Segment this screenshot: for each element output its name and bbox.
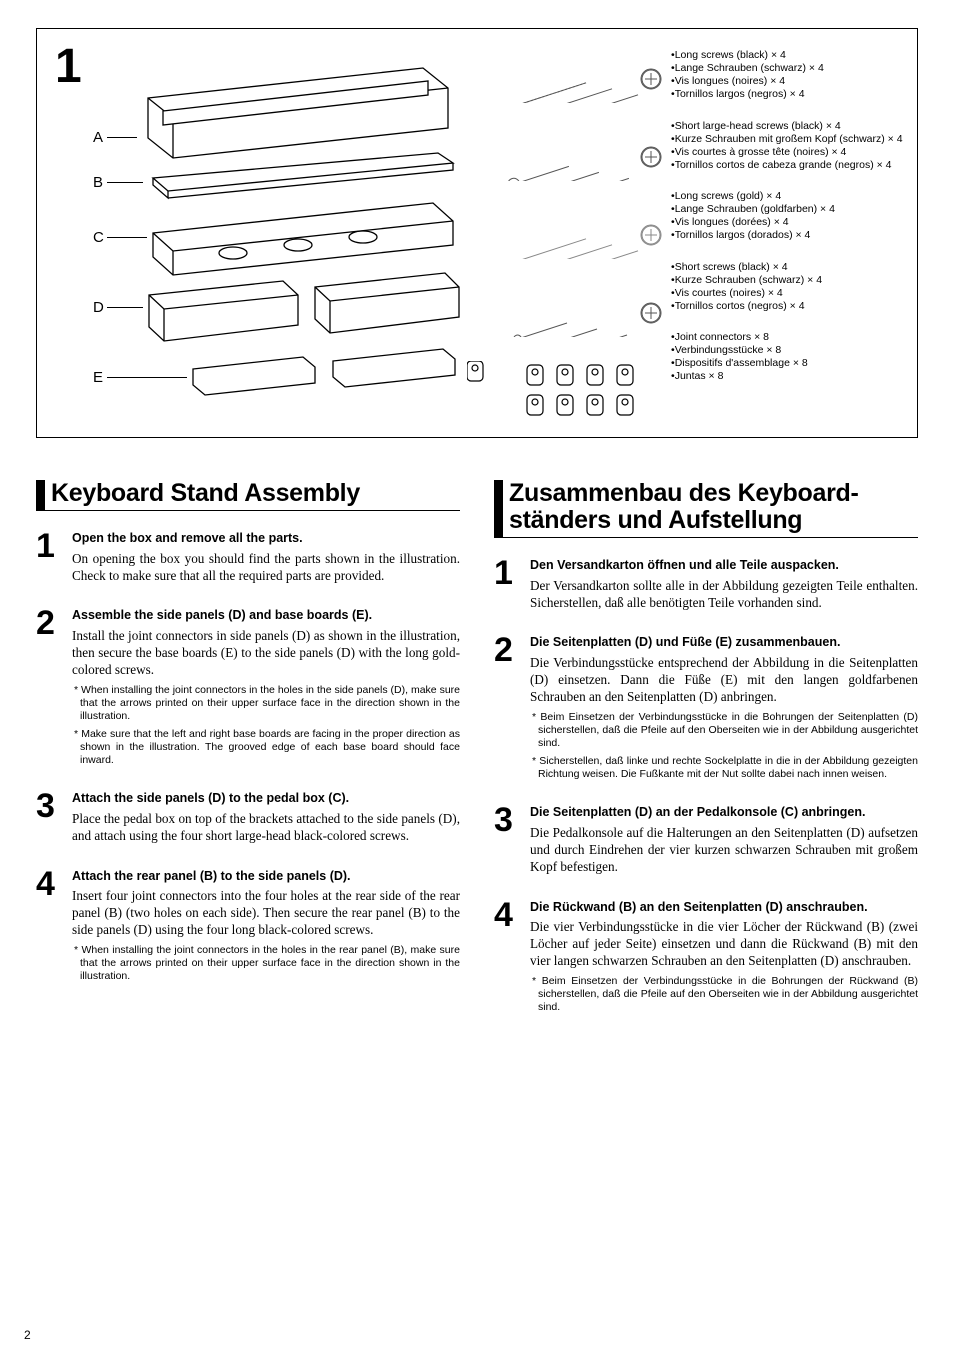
- part-label-e: E: [93, 369, 103, 386]
- de-step-2: 2 Die Seitenplatten (D) und Füße (E) zus…: [494, 635, 918, 781]
- desc-line: Verbindungsstücke × 8: [671, 344, 907, 357]
- short-large-head-row: [467, 127, 667, 181]
- desc-line: Tornillos cortos de cabeza grande (negro…: [671, 159, 907, 172]
- desc-group-1: Short large-head screws (black) × 4 Kurz…: [671, 120, 907, 173]
- step-note: Make sure that the left and right base b…: [72, 728, 460, 767]
- desc-line: Lange Schrauben (goldfarben) × 4: [671, 203, 907, 216]
- desc-line: Short large-head screws (black) × 4: [671, 120, 907, 133]
- step-heading: Attach the rear panel (B) to the side pa…: [72, 869, 460, 885]
- step-text: On opening the box you should find the p…: [72, 551, 460, 585]
- step-number: 2: [494, 635, 520, 781]
- desc-line: Juntas × 8: [671, 370, 907, 383]
- german-title: Zusammenbau des Keyboard­ständers und Au…: [494, 480, 918, 538]
- desc-line: Tornillos largos (negros) × 4: [671, 88, 907, 101]
- hardware-descriptions: Long screws (black) × 4 Lange Schrauben …: [671, 43, 907, 423]
- part-label-b: B: [93, 174, 103, 191]
- step-number: 4: [36, 869, 62, 984]
- en-step-2: 2 Assemble the side panels (D) and base …: [36, 608, 460, 767]
- desc-line: Vis longues (dorées) × 4: [671, 216, 907, 229]
- hardware-thumbnails: [467, 43, 667, 423]
- short-screw-black-row: [467, 283, 667, 337]
- desc-line: Kurze Schrauben mit großem Kopf (schwarz…: [671, 133, 907, 146]
- en-step-1: 1 Open the box and remove all the parts.…: [36, 531, 460, 584]
- desc-line: Short screws (black) × 4: [671, 261, 907, 274]
- en-step-3: 3 Attach the side panels (D) to the peda…: [36, 791, 460, 844]
- step-heading: Die Seitenplatten (D) und Füße (E) zusam…: [530, 635, 918, 651]
- desc-line: Dispositifs d'assemblage × 8: [671, 357, 907, 370]
- parts-diagram-box: 1 A B C D E: [36, 28, 918, 438]
- desc-line: Kurze Schrauben (schwarz) × 4: [671, 274, 907, 287]
- step-text: Install the joint connectors in side pan…: [72, 628, 460, 679]
- desc-line: Vis courtes (noires) × 4: [671, 287, 907, 300]
- long-screw-gold-row: [467, 205, 667, 259]
- step-text: Insert four joint connectors into the fo…: [72, 888, 460, 939]
- desc-line: Tornillos cortos (negros) × 4: [671, 300, 907, 313]
- english-column: Keyboard Stand Assembly 1 Open the box a…: [36, 480, 460, 1038]
- exploded-view: A B C D E: [93, 43, 463, 423]
- de-step-4: 4 Die Rückwand (B) an den Seitenplatten …: [494, 900, 918, 1015]
- step-note: Sicherstellen, daß linke und rechte Sock…: [530, 755, 918, 781]
- step-text: Die Pedalkonsole auf die Halterungen an …: [530, 825, 918, 876]
- desc-line: Joint connectors × 8: [671, 331, 907, 344]
- step-number: 1: [494, 558, 520, 611]
- desc-line: Long screws (gold) × 4: [671, 190, 907, 203]
- en-step-4: 4 Attach the rear panel (B) to the side …: [36, 869, 460, 984]
- desc-group-4: Joint connectors × 8 Verbindungsstücke ×…: [671, 331, 907, 384]
- desc-line: Tornillos largos (dorados) × 4: [671, 229, 907, 242]
- desc-line: Long screws (black) × 4: [671, 49, 907, 62]
- step-heading: Open the box and remove all the parts.: [72, 531, 460, 547]
- page-number: 2: [24, 1328, 31, 1342]
- step-text: Der Versandkarton sollte alle in der Abb…: [530, 578, 918, 612]
- step-number: 3: [36, 791, 62, 844]
- german-column: Zusammenbau des Keyboard­ständers und Au…: [494, 480, 918, 1038]
- step-number: 4: [494, 900, 520, 1015]
- step-note: Beim Einsetzen der Verbindungsstücke in …: [530, 711, 918, 750]
- step-text: Die Verbindungsstücke entsprechend der A…: [530, 655, 918, 706]
- step-number: 2: [36, 608, 62, 767]
- step-note: When installing the joint connectors in …: [72, 684, 460, 723]
- desc-group-3: Short screws (black) × 4 Kurze Schrauben…: [671, 261, 907, 314]
- step-text: Die vier Verbindungsstücke in die vier L…: [530, 919, 918, 970]
- part-label-a: A: [93, 129, 103, 146]
- long-screw-black-row: [467, 49, 667, 103]
- desc-line: Vis longues (noires) × 4: [671, 75, 907, 88]
- desc-group-2: Long screws (gold) × 4 Lange Schrauben (…: [671, 190, 907, 243]
- desc-group-0: Long screws (black) × 4 Lange Schrauben …: [671, 49, 907, 102]
- step-heading: Assemble the side panels (D) and base bo…: [72, 608, 460, 624]
- diagram-step-number: 1: [55, 43, 89, 423]
- step-note: When installing the joint connectors in …: [72, 944, 460, 983]
- step-heading: Die Seitenplatten (D) an der Pedalkonsol…: [530, 805, 918, 821]
- part-label-d: D: [93, 299, 104, 316]
- exploded-svg: [93, 43, 463, 423]
- step-number: 3: [494, 805, 520, 875]
- step-heading: Attach the side panels (D) to the pedal …: [72, 791, 460, 807]
- de-step-3: 3 Die Seitenplatten (D) an der Pedalkons…: [494, 805, 918, 875]
- part-label-c: C: [93, 229, 104, 246]
- desc-line: Vis courtes à grosse tête (noires) × 4: [671, 146, 907, 159]
- step-text: Place the pedal box on top of the bracke…: [72, 811, 460, 845]
- instruction-columns: Keyboard Stand Assembly 1 Open the box a…: [36, 480, 918, 1038]
- desc-line: Lange Schrauben (schwarz) × 4: [671, 62, 907, 75]
- step-heading: Den Versandkarton öffnen und alle Teile …: [530, 558, 918, 574]
- step-note: Beim Einsetzen der Verbindungsstücke in …: [530, 975, 918, 1014]
- de-step-1: 1 Den Versandkarton öffnen und alle Teil…: [494, 558, 918, 611]
- step-number: 1: [36, 531, 62, 584]
- english-title: Keyboard Stand Assembly: [36, 480, 460, 511]
- joint-connector-row: [467, 361, 667, 421]
- step-heading: Die Rückwand (B) an den Seitenplatten (D…: [530, 900, 918, 916]
